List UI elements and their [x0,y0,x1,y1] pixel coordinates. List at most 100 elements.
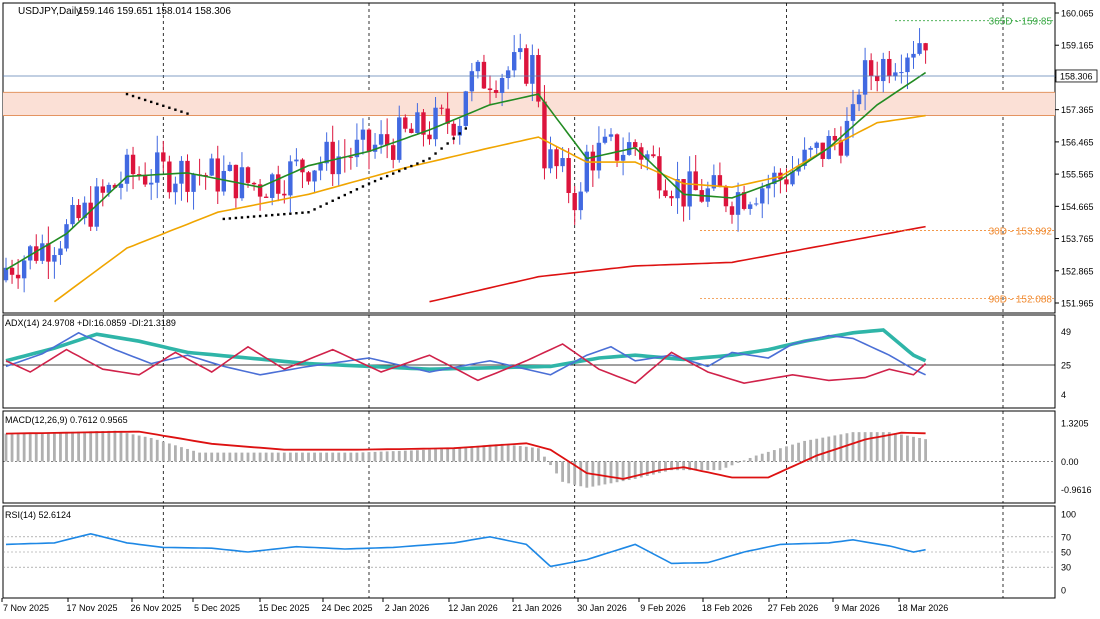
macd-histogram-bar [543,456,546,462]
adx-series-line [5,343,927,385]
candle-body [735,192,741,215]
sar-dot [156,102,159,106]
rsi-tick-label: 50 [1061,548,1071,558]
price-tick-label: 155.565 [1061,170,1094,180]
macd-histogram-bar [403,450,407,462]
macd-histogram-bar [440,448,443,462]
sar-dot [271,213,274,217]
price-tick-label: 151.965 [1061,299,1094,309]
macd-histogram-bar [676,461,679,471]
candle-body [282,193,287,196]
macd-histogram-bar [397,450,401,462]
macd-tick-label: -0.9616 [1061,485,1092,495]
macd-histogram-bar [851,432,855,462]
candle-body [457,125,462,136]
candle-body [633,142,638,148]
candle-body [620,154,626,161]
macd-histogram-bar [295,452,298,462]
panel-frame-adx [2,314,1056,409]
macd-histogram-bar [204,452,208,462]
macd-tick-label: 0.00 [1061,457,1079,467]
date-tick-label: 2 Jan 2026 [385,603,430,613]
candle-body [645,154,650,160]
panel-frame-price [2,2,1056,314]
macd-histogram-bar [234,452,238,462]
candle-body [475,61,481,72]
macd-histogram-bar [83,431,87,462]
macd-histogram-bar [65,431,68,462]
candle-body [669,196,674,199]
adx-title: ADX(14) 24.9708 +DI:16.0859 -DI:21.3189 [5,318,176,328]
candle-body [52,255,57,262]
macd-histogram-bar [482,445,486,462]
candle-body [681,179,686,207]
macd-histogram-bar [718,461,722,471]
sar-dot [398,169,401,173]
sar-dot [349,190,353,194]
candle-body [58,248,63,256]
candle-body [451,123,456,136]
sar-dot [143,98,147,102]
macd-histogram-bar [609,461,613,484]
macd-histogram-bar [779,448,782,462]
axis-labels: 160.065159.165158.265157.365156.465155.5… [1,9,1098,613]
macd-histogram-bar [918,438,921,462]
date-tick-label: 7 Nov 2025 [3,603,49,613]
macd-histogram-bar [361,452,365,462]
date-tick-label: 27 Feb 2026 [768,603,819,613]
macd-histogram-bar [464,446,468,462]
candle-body [312,170,317,182]
macd-histogram-bar [706,461,710,471]
supply-zone [3,92,1055,116]
macd-histogram-bar [772,450,776,462]
candle-body [100,186,105,193]
candle-body [64,224,69,249]
candle-body [614,134,620,161]
candle-body [9,267,15,275]
rsi-line [5,532,926,568]
candle-body [911,53,916,58]
sar-dot [410,164,413,168]
macd-histogram-bar [506,444,510,462]
candle-body [149,182,154,185]
candle-body [663,190,668,197]
candle-body [257,184,263,197]
candle-body [118,183,124,188]
macd-histogram-bar [567,461,571,484]
macd-histogram-bar [621,461,625,482]
macd-histogram-bar [754,455,758,462]
macd-histogram-bar [373,451,377,462]
macd-histogram-bar [857,432,861,462]
candle-body [233,164,239,199]
sar-dot [162,104,165,108]
sar-dot [150,100,153,104]
candle-body [209,158,214,176]
sar-dot [385,174,389,178]
macd-histogram-bar [34,432,38,462]
macd-title: MACD(12,26,9) 0.7612 0.9565 [5,415,128,425]
candle-body [263,196,269,198]
candle-body [88,202,93,227]
candle-body [905,57,910,73]
macd-signal-line [5,430,926,480]
macd-histogram-bar [4,433,8,462]
macd-histogram-bar [167,443,171,462]
macd-histogram-bar [651,461,655,475]
macd-histogram-bar [59,432,62,462]
candle-body [203,174,208,176]
macd-histogram-bar [736,461,740,463]
candle-body [221,170,226,192]
level-lines: 365D - 159.85 30D - 153.992 90D - 152.088 [3,17,1055,306]
sar-dot [343,193,346,197]
candle-body [923,43,928,51]
sar-dot [367,182,371,185]
candle-body [167,161,172,193]
candle-body [324,141,329,164]
candle-body [530,55,535,84]
adx-tick-label: 25 [1061,361,1071,371]
candle-body [185,160,190,192]
macd-histogram-bar [343,452,347,462]
candle-body [754,203,759,205]
candle-body [384,134,390,146]
macd-histogram-bar [639,461,643,478]
